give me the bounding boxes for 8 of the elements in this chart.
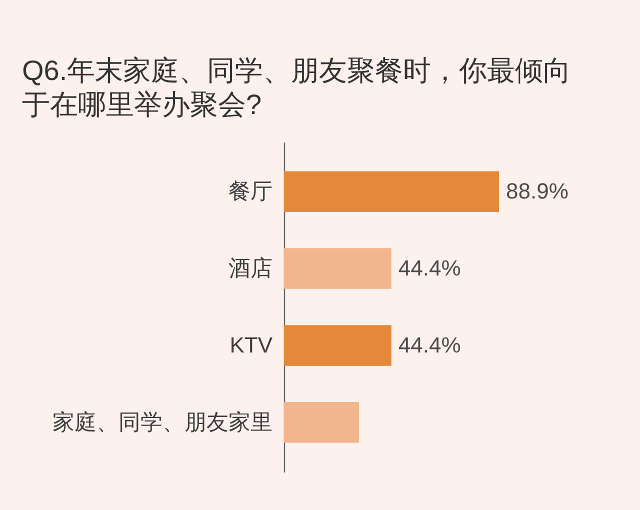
y-tick-label: 酒店 (228, 256, 272, 281)
data-label: 44.4% (398, 256, 461, 281)
y-tick-label: 餐厅 (228, 178, 272, 204)
chart-title: Q6.年末家庭、同学、朋友聚餐时，你最倾向于在哪里举办聚会? (22, 55, 572, 120)
y-tick-label: KTV (230, 332, 273, 358)
data-label: 44.4% (398, 332, 461, 358)
y-tick-label: 家庭、同学、朋友家里 (52, 409, 272, 434)
data-label: 88.9% (506, 178, 568, 204)
